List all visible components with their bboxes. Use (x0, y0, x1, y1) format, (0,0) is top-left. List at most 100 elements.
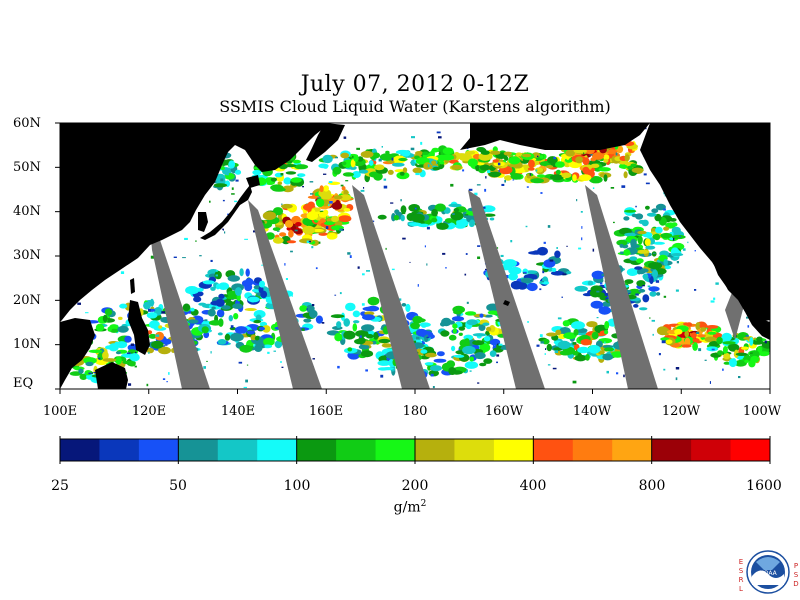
colorbar-swatch (415, 439, 455, 461)
cloud-water-cell (340, 152, 350, 159)
cloud-water-cell (128, 361, 136, 367)
cloud-water-cell (590, 285, 603, 294)
chart-title: July 07, 2012 0-12Z (300, 72, 530, 97)
cloud-water-cell (692, 338, 700, 343)
cloud-water-speck (764, 340, 767, 344)
cloud-water-speck (610, 187, 615, 189)
cloud-water-speck (466, 301, 469, 304)
cloud-water-speck (345, 180, 349, 182)
cloud-water-cell (247, 296, 260, 303)
cloud-water-cell (722, 341, 736, 345)
cloud-water-cell (492, 159, 499, 163)
cloud-water-cell (440, 330, 450, 337)
cloud-water-speck (280, 173, 284, 176)
cloud-water-cell (627, 165, 633, 170)
cloud-water-cell (488, 171, 502, 177)
cloud-water-speck (432, 386, 435, 389)
cloud-water-cell (234, 287, 242, 296)
cloud-water-speck (746, 316, 749, 319)
cloud-water-cell (312, 228, 324, 233)
cloud-water-cell (297, 173, 306, 178)
cloud-water-cell (704, 336, 717, 343)
cloud-water-cell (129, 353, 140, 362)
cloud-water-cell (580, 339, 592, 346)
cloud-water-speck (161, 311, 166, 314)
cloud-water-speck (209, 200, 211, 203)
cloud-water-speck (749, 352, 753, 354)
cloud-water-speck (276, 230, 280, 232)
cloud-water-speck (694, 289, 697, 291)
cloud-water-cell (636, 280, 646, 287)
cloud-water-cell (624, 209, 637, 213)
cloud-water-speck (704, 359, 707, 361)
cloud-water-speck (589, 154, 593, 156)
cloud-water-cell (217, 339, 227, 345)
cloud-water-cell (539, 155, 544, 159)
cloud-water-cell (480, 150, 490, 155)
cloud-water-cell (757, 346, 763, 353)
cloud-water-cell (458, 332, 463, 336)
cloud-water-speck (675, 289, 679, 292)
cloud-water-cell (559, 350, 572, 356)
colorbar-swatch (375, 439, 416, 461)
cloud-water-speck (318, 241, 321, 244)
cloud-water-speck (711, 348, 715, 351)
cloud-water-speck (273, 350, 276, 352)
cloud-water-cell (373, 332, 379, 340)
cloud-water-cell (95, 323, 105, 332)
cloud-water-cell (546, 343, 552, 352)
cloud-water-cell (707, 331, 717, 335)
cloud-water-speck (580, 211, 583, 213)
cloud-water-cell (347, 347, 353, 352)
lat-label-30n: 30N (13, 248, 41, 263)
cloud-water-speck (643, 173, 647, 176)
cloud-water-cell (342, 172, 354, 177)
cloud-water-cell (623, 249, 631, 256)
landmass-baja (708, 250, 735, 292)
cloud-water-speck (291, 294, 293, 297)
cloud-water-cell (565, 149, 575, 157)
cloud-water-cell (353, 320, 360, 324)
cloud-water-cell (630, 163, 637, 168)
cloud-water-cell (425, 352, 437, 358)
cloud-water-speck (469, 370, 472, 372)
cloud-water-cell (532, 250, 542, 255)
cloud-water-cell (663, 258, 668, 267)
cloud-water-cell (286, 240, 297, 244)
cloud-water-cell (489, 217, 495, 221)
cloud-water-speck (315, 267, 318, 270)
cloud-water-speck (663, 295, 667, 298)
colorbar-swatch (217, 439, 258, 461)
cloud-water-cell (85, 361, 94, 367)
cloud-water-cell (478, 324, 486, 332)
cloud-water-cell (577, 346, 590, 354)
cloud-water-cell (245, 268, 250, 277)
cloud-water-speck (337, 365, 340, 369)
cloud-water-speck (477, 256, 481, 259)
cloud-water-cell (652, 269, 658, 279)
cloud-water-speck (214, 180, 217, 184)
cloud-water-speck (280, 361, 282, 363)
cloud-water-cell (149, 320, 160, 329)
cloud-water-speck (682, 248, 686, 251)
cloud-water-cell (451, 345, 456, 352)
cloud-water-speck (302, 186, 304, 188)
cloud-water-speck (383, 185, 388, 189)
cloud-water-cell (554, 250, 561, 258)
cloud-water-speck (363, 187, 365, 189)
cloud-water-cell (472, 333, 487, 337)
cloud-water-cell (645, 205, 650, 210)
cloud-water-speck (427, 164, 430, 168)
cloud-water-speck (343, 136, 347, 139)
colorbar-swatch (651, 439, 692, 461)
lat-label-10n: 10N (13, 337, 41, 352)
cloud-water-speck (694, 250, 696, 252)
cloud-water-cell (291, 225, 297, 231)
cloud-water-speck (349, 255, 352, 258)
cloud-water-speck (385, 247, 387, 250)
cloud-water-cell (394, 169, 406, 173)
cloud-water-cell (318, 211, 328, 218)
cloud-water-cell (105, 345, 113, 350)
cloud-water-cell (79, 373, 88, 380)
no-data-swath (150, 225, 210, 389)
